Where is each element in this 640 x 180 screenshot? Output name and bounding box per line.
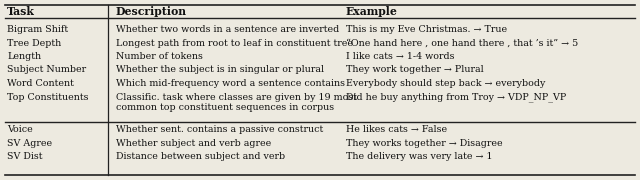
Text: They works together → Disagree: They works together → Disagree	[346, 138, 502, 147]
Text: Whether subject and verb agree: Whether subject and verb agree	[116, 138, 271, 147]
Text: “One hand here , one hand there , that ’s it” → 5: “One hand here , one hand there , that ’…	[346, 39, 579, 48]
Text: He likes cats → False: He likes cats → False	[346, 125, 447, 134]
Text: Example: Example	[346, 6, 398, 17]
Text: Did he buy anything from Troy → VDP_NP_VP: Did he buy anything from Troy → VDP_NP_V…	[346, 93, 566, 102]
Text: Bigram Shift: Bigram Shift	[7, 25, 68, 34]
Text: Classific. task where classes are given by 19 most
common top constituent sequen: Classific. task where classes are given …	[116, 93, 357, 112]
Text: Number of tokens: Number of tokens	[116, 52, 203, 61]
Text: Description: Description	[116, 6, 187, 17]
Text: Longest path from root to leaf in constituent tree: Longest path from root to leaf in consti…	[116, 39, 353, 48]
Text: Distance between subject and verb: Distance between subject and verb	[116, 152, 285, 161]
Text: Tree Depth: Tree Depth	[7, 39, 61, 48]
Text: This is my Eve Christmas. → True: This is my Eve Christmas. → True	[346, 25, 507, 34]
Text: Word Content: Word Content	[7, 79, 74, 88]
Text: They work together → Plural: They work together → Plural	[346, 66, 484, 75]
Text: SV Agree: SV Agree	[7, 138, 52, 147]
Text: Which mid-frequency word a sentence contains: Which mid-frequency word a sentence cont…	[116, 79, 345, 88]
Text: Whether two words in a sentence are inverted: Whether two words in a sentence are inve…	[116, 25, 339, 34]
Text: Voice: Voice	[7, 125, 33, 134]
Text: The delivery was very late → 1: The delivery was very late → 1	[346, 152, 493, 161]
Text: Task: Task	[7, 6, 35, 17]
Text: Everybody should step back → everybody: Everybody should step back → everybody	[346, 79, 545, 88]
Text: Top Constituents: Top Constituents	[7, 93, 88, 102]
Text: Whether sent. contains a passive construct: Whether sent. contains a passive constru…	[116, 125, 323, 134]
Text: Length: Length	[7, 52, 41, 61]
Text: Subject Number: Subject Number	[7, 66, 86, 75]
Text: I like cats → 1-4 words: I like cats → 1-4 words	[346, 52, 454, 61]
Text: SV Dist: SV Dist	[7, 152, 42, 161]
Text: Whether the subject is in singular or plural: Whether the subject is in singular or pl…	[116, 66, 324, 75]
